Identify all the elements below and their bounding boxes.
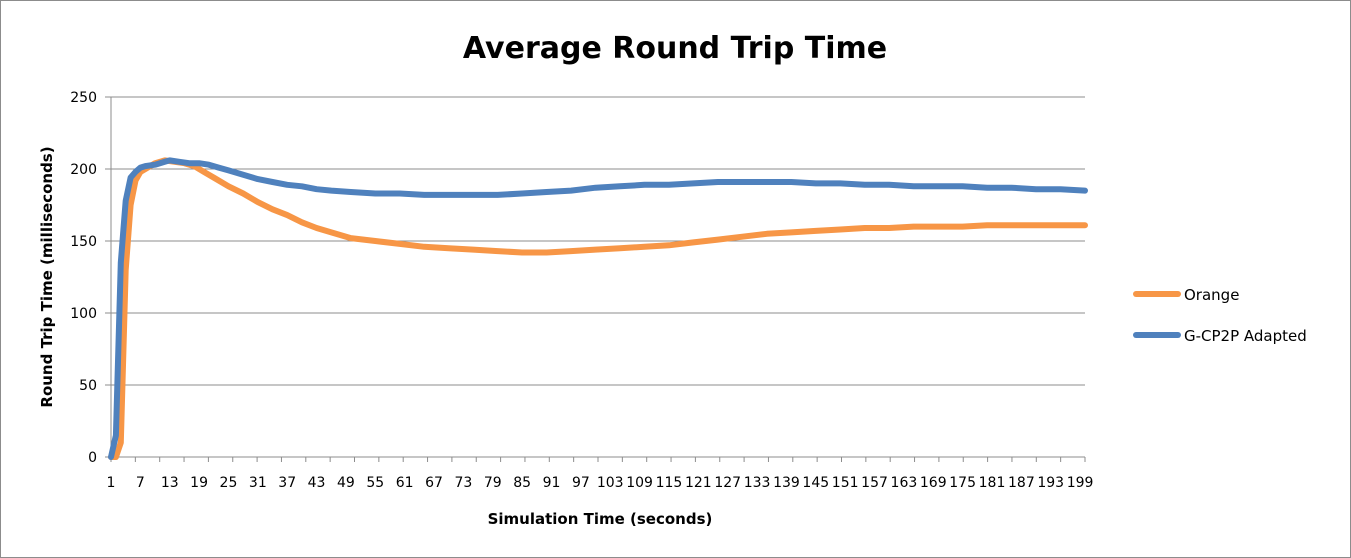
- x-tick-label: 55: [366, 475, 384, 491]
- x-axis-title: Simulation Time (seconds): [488, 510, 713, 528]
- x-tick-label: 103: [597, 475, 624, 491]
- x-tick-label: 7: [136, 475, 145, 491]
- y-axis-ticks: 0 50 100 150 200 250: [70, 90, 111, 466]
- y-tick-label: 0: [88, 450, 97, 466]
- axes: [110, 97, 1085, 458]
- x-tick-label: 31: [249, 475, 267, 491]
- series-line-orange: [108, 157, 1088, 460]
- x-tick-label: 175: [949, 475, 976, 491]
- x-tick-label: 79: [484, 475, 502, 491]
- x-tick-label: 61: [396, 475, 414, 491]
- legend-label-1: Orange: [1184, 286, 1239, 304]
- y-tick-label: 150: [70, 234, 97, 250]
- series-lines: [108, 157, 1088, 460]
- x-tick-label: 133: [744, 475, 771, 491]
- x-tick-label: 199: [1067, 475, 1094, 491]
- x-tick-label: 169: [920, 475, 947, 491]
- y-tick-label: 50: [79, 378, 97, 394]
- x-tick-label: 151: [832, 475, 859, 491]
- x-tick-label: 127: [714, 475, 741, 491]
- x-tick-label: 97: [572, 475, 590, 491]
- x-tick-label: 85: [513, 475, 531, 491]
- x-tick-label: 187: [1008, 475, 1035, 491]
- x-tick-label: 13: [161, 475, 179, 491]
- legend-label-2: G-CP2P Adapted: [1184, 327, 1307, 345]
- x-tick-label: 157: [861, 475, 888, 491]
- x-tick-label: 67: [425, 475, 443, 491]
- y-tick-label: 200: [70, 162, 97, 178]
- x-tick-label: 37: [278, 475, 296, 491]
- x-tick-label: 91: [543, 475, 561, 491]
- y-tick-label: 250: [70, 90, 97, 106]
- x-tick-label: 181: [979, 475, 1006, 491]
- x-tick-label: 43: [308, 475, 326, 491]
- y-axis-title: Round Trip Time (milliseconds): [38, 146, 56, 407]
- x-tick-label: 163: [891, 475, 918, 491]
- x-tick-label: 193: [1037, 475, 1064, 491]
- x-tick-label: 49: [337, 475, 355, 491]
- y-tick-label: 100: [70, 306, 97, 322]
- x-tick-label: 1: [107, 475, 116, 491]
- x-tick-label: 73: [454, 475, 472, 491]
- chart-title: Average Round Trip Time: [463, 31, 887, 66]
- gridlines: [111, 96, 1085, 386]
- x-tick-label: 139: [773, 475, 800, 491]
- x-tick-label: 109: [626, 475, 653, 491]
- x-axis-ticks: 1 7 13 19 25 31 37 43 49 55 61 67 73 79 85 91 97 103 109 11…: [107, 457, 1094, 491]
- x-tick-label: 121: [685, 475, 712, 491]
- legend: Orange G-CP2P Adapted: [1133, 286, 1307, 345]
- x-tick-label: 145: [802, 475, 829, 491]
- series-line-g-cp2p-adapted: [108, 157, 1088, 460]
- x-tick-label: 25: [220, 475, 238, 491]
- x-tick-label: 115: [656, 475, 683, 491]
- x-tick-label: 19: [190, 475, 208, 491]
